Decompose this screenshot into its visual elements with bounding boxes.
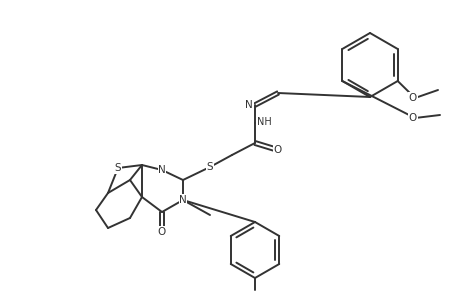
Text: O: O: [273, 145, 281, 155]
Text: N: N: [158, 165, 166, 175]
Text: O: O: [408, 93, 416, 103]
Text: S: S: [114, 163, 121, 173]
Text: NH: NH: [257, 117, 271, 127]
Text: S: S: [206, 162, 213, 172]
Text: O: O: [157, 227, 166, 237]
Text: O: O: [408, 113, 416, 123]
Text: N: N: [245, 100, 252, 110]
Text: N: N: [179, 195, 186, 205]
